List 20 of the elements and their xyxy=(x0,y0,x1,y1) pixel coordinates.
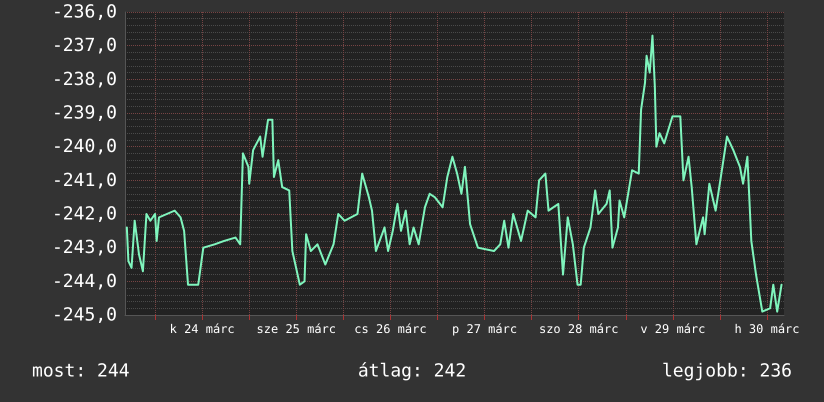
y-tick-label: -243,0 xyxy=(52,237,117,258)
y-tick-label: -238,0 xyxy=(52,68,117,90)
x-tick-label: p 27 márc xyxy=(452,322,518,336)
y-tick-label: -237,0 xyxy=(52,35,117,56)
y-tick-label: -241,0 xyxy=(52,170,117,191)
x-tick-label: cs 26 márc xyxy=(354,322,427,336)
x-tick-label: v 29 márc xyxy=(640,322,706,336)
text: átlag: 242 xyxy=(358,360,466,382)
x-tick-label: szo 28 márc xyxy=(538,322,618,336)
y-tick-label: -240,0 xyxy=(52,136,117,158)
x-tick-label: h 30 márc xyxy=(734,322,800,336)
x-tick-label: k 24 márc xyxy=(170,322,235,336)
text: most: 244 xyxy=(32,360,130,382)
y-tick-label: -242,0 xyxy=(52,204,117,224)
y-tick-label: -245,0 xyxy=(52,304,117,326)
y-tick-label: -244,0 xyxy=(52,270,117,292)
x-tick-label: sze 25 márc xyxy=(256,322,336,336)
y-tick-label: -236,0 xyxy=(52,2,117,22)
text: legjobb: 236 xyxy=(662,360,792,382)
y-tick-label: -239,0 xyxy=(52,102,117,124)
